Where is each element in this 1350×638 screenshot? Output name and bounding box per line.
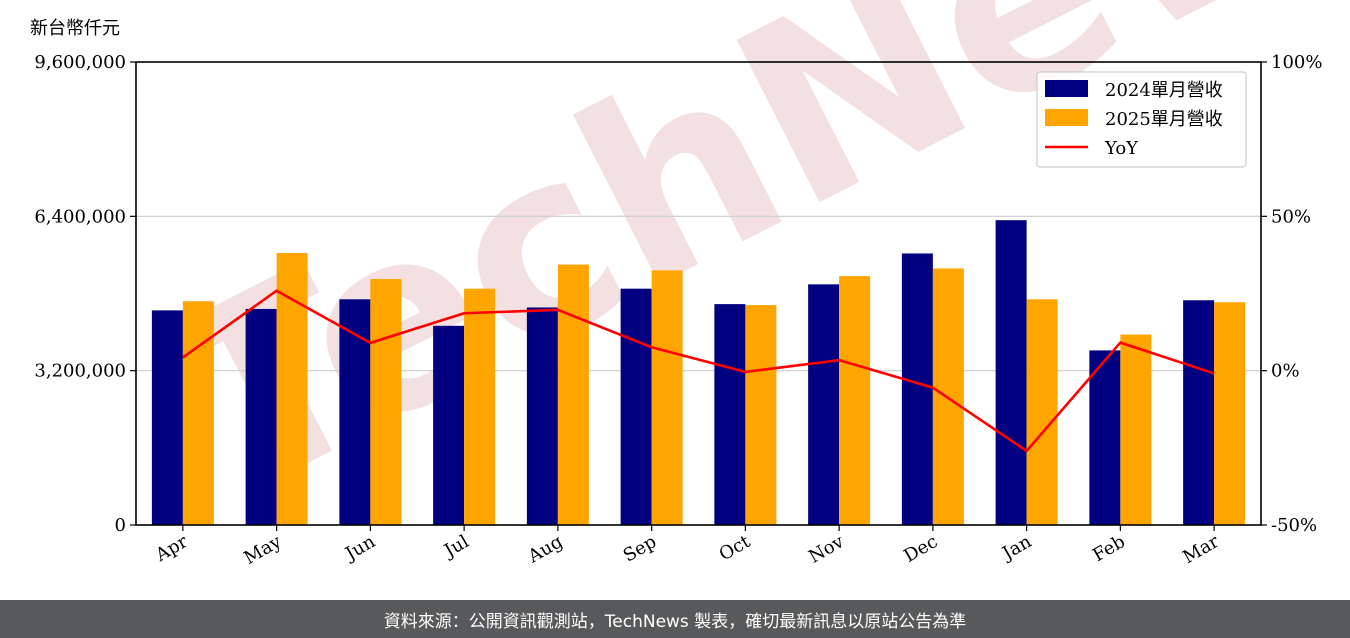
bar-2025-sep xyxy=(651,270,683,525)
x-tick-label-jun: Jun xyxy=(340,531,379,566)
bar-2024-jan xyxy=(995,220,1027,526)
right-tick-label: 100% xyxy=(1271,52,1322,73)
bar-2025-oct xyxy=(745,305,777,525)
legend-item-yoy-label: YoY xyxy=(1104,138,1139,159)
bar-2024-nov xyxy=(808,284,840,525)
x-tick-label-apr: Apr xyxy=(151,531,191,566)
x-tick-label-jul: Jul xyxy=(439,531,473,563)
legend-box xyxy=(1036,71,1247,168)
plot-frame xyxy=(135,61,1262,526)
bar-2025-aug xyxy=(557,264,589,525)
x-tick-label-sep: Sep xyxy=(620,531,660,566)
bar-2024-jun xyxy=(339,299,371,525)
bar-2024-may xyxy=(245,308,277,525)
bar-2024-dec xyxy=(901,253,933,525)
left-tick-label: 3,200,000 xyxy=(34,361,126,382)
bar-2024-aug xyxy=(526,307,558,525)
bar-2024-feb xyxy=(1089,350,1121,525)
left-tick-label: 6,400,000 xyxy=(34,206,126,227)
legend: 2024單月營收 2025單月營收 YoY xyxy=(1036,71,1247,168)
bar-2025-jul xyxy=(464,288,496,525)
yoy-line xyxy=(182,289,1215,453)
bar-2025-mar xyxy=(1214,302,1246,525)
x-tick-label-dec: Dec xyxy=(900,531,941,567)
x-tick-label-feb: Feb xyxy=(1089,531,1129,566)
bar-2025-feb xyxy=(1120,334,1152,525)
x-tick-label-mar: Mar xyxy=(1179,531,1223,568)
x-tick-label-nov: Nov xyxy=(805,531,848,568)
footer-source: 資料來源：公開資訊觀測站，TechNews 製表，確切最新訊息以原站公告為準 xyxy=(0,600,1350,638)
footer-text: 資料來源：公開資訊觀測站，TechNews 製表，確切最新訊息以原站公告為準 xyxy=(383,611,967,632)
right-tick-label: 0% xyxy=(1271,361,1300,382)
left-tick-label: 0 xyxy=(115,515,126,536)
x-tick-label-jan: Jan xyxy=(997,531,1035,565)
bar-2025-jan xyxy=(1026,299,1058,525)
bar-2025-jun xyxy=(370,279,402,525)
bar-2024-apr xyxy=(151,310,183,525)
legend-item-2024-swatch xyxy=(1045,80,1088,97)
bar-2024-sep xyxy=(620,288,652,525)
bar-2024-jul xyxy=(433,325,465,525)
right-tick-label: 50% xyxy=(1271,206,1311,227)
unit-label: 新台幣仟元 xyxy=(30,18,120,39)
left-tick-label: 9,600,000 xyxy=(34,52,126,73)
right-tick-label: -50% xyxy=(1271,515,1317,536)
bar-2024-oct xyxy=(714,304,746,525)
revenue-chart: TechNews03,200,0006,400,0009,600,000-50%… xyxy=(34,0,1350,569)
bar-2025-nov xyxy=(839,276,871,525)
bar-2025-apr xyxy=(182,301,214,525)
x-tick-label-oct: Oct xyxy=(716,531,755,566)
bar-2024-mar xyxy=(1183,300,1215,525)
legend-item-2024-label: 2024單月營收 xyxy=(1105,80,1223,101)
legend-item-2025-label: 2025單月營收 xyxy=(1105,109,1223,130)
legend-item-2025-swatch xyxy=(1045,109,1088,126)
x-tick-label-aug: Aug xyxy=(524,531,567,568)
